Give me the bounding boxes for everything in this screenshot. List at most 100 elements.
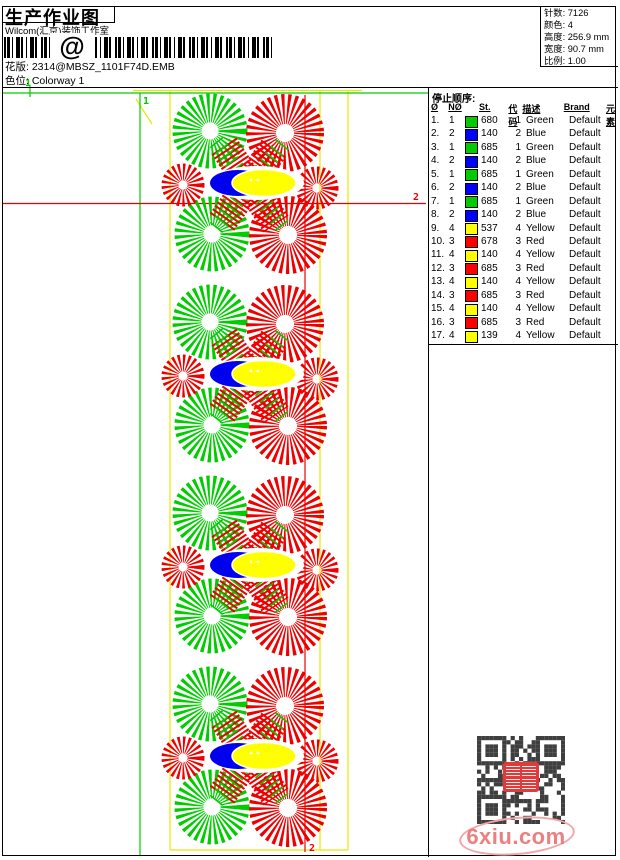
stop-sequence-panel: 停止顺序: Ø NØ St. 代码 描述 Brand 元素 1. 1 680 1 Gre… [428,88,618,345]
cell-brand: Default [569,249,601,261]
cell-st: 537 [481,222,498,234]
cell-desc: Blue [526,128,547,140]
cell-n: 2 [449,155,455,167]
cell-st: 678 [481,235,498,247]
colorway-value: Colorway 1 [31,75,85,87]
cell-brand: Default [569,289,601,301]
header-separator [2,87,618,88]
cell-n: 2 [449,128,455,140]
cell-idx: 10. [431,235,445,247]
stop-row: 14. 3 685 3 Red Default [431,289,615,303]
cell-code: 1 [515,141,521,153]
cell-brand: Default [569,155,601,167]
stop-row: 15. 4 140 4 Yellow Default [431,302,615,316]
cell-idx: 8. [431,209,440,221]
stop-sequence-rows: 1. 1 680 1 Green Default 2. 2 140 2 Blue Default 3. 1… [431,114,615,343]
color-chip [465,235,481,249]
stop-row: 11. 4 140 4 Yellow Default [431,248,615,262]
cell-brand: Default [569,235,601,247]
cell-el [613,222,615,235]
cell-idx: 5. [431,168,440,180]
cell-brand: Default [569,303,601,315]
cell-desc: Yellow [526,222,555,234]
company-name: Wilcom(汇京)装饰工作室 [5,26,109,37]
cell-brand: Default [569,209,601,221]
stop-row: 7. 1 685 1 Green Default [431,195,615,209]
cell-idx: 12. [431,262,445,274]
col-header-needle: NØ [448,102,462,112]
cell-brand: Default [569,141,601,153]
cell-el [613,316,615,329]
cell-idx: 1. [431,115,440,126]
cell-el [613,235,615,248]
cell-brand: Default [569,182,601,194]
stop-row: 17. 4 139 4 Yellow Default [431,329,615,343]
barcode [4,37,272,58]
cell-desc: Yellow [526,330,555,341]
col-header-code: 代码 [508,104,518,127]
cell-brand: Default [569,262,601,274]
cell-st: 140 [481,128,498,140]
design-stats-box: 针数: 7126 颜色: 4 高度: 256.9 mm 宽度: 90.7 mm 比例: … [540,6,618,67]
cell-n: 1 [449,115,455,126]
cell-idx: 13. [431,276,445,288]
col-header-element: 元素 [605,104,615,127]
stat-row: 高度: 256.9 mm [544,32,610,42]
cell-n: 1 [449,195,455,207]
cell-desc: Yellow [526,276,555,288]
color-chip [465,302,481,316]
cell-idx: 17. [431,330,445,341]
cell-n: 3 [449,316,455,328]
cell-code: 3 [515,262,521,274]
stop-sequence-header: Ø NØ St. 代码 描述 Brand 元素 [431,102,615,128]
cell-desc: Green [526,168,554,180]
stat-row: 针数: 7126 [544,8,589,18]
stop-row: 1. 1 680 1 Green Default [431,114,615,128]
cell-idx: 6. [431,182,440,194]
design-file-line: 花版: 2314@MBSZ_1101F74D.EMB [5,59,175,74]
cell-brand: Default [569,168,601,180]
cell-desc: Yellow [526,303,555,315]
end-marker-label-2: 2 [309,843,315,854]
stop-row: 9. 4 537 4 Yellow Default [431,222,615,235]
col-header-desc: 描述 [522,104,541,114]
cell-el [613,302,615,315]
color-chip [465,141,481,155]
stat-row: 颜色: 4 [544,20,573,30]
cell-brand: Default [569,195,601,207]
cell-idx: 3. [431,141,440,153]
stop-row: 5. 1 685 1 Green Default [431,168,615,182]
cell-code: 4 [515,222,521,234]
cell-el [613,141,615,154]
cell-el [613,262,615,275]
cell-st: 140 [481,276,498,288]
cell-st: 139 [481,330,498,341]
color-chip [465,181,481,195]
cell-st: 685 [481,289,498,301]
cell-el [613,329,615,342]
cell-st: 685 [481,316,498,328]
cell-el [613,289,615,302]
color-chip [465,127,481,141]
cell-desc: Blue [526,209,547,221]
barcode-at-glyph: @ [50,33,94,60]
cell-n: 3 [449,235,455,247]
cell-brand: Default [569,115,601,126]
stop-row: 16. 3 685 3 Red Default [431,316,615,330]
cell-n: 3 [449,289,455,301]
cell-el [613,181,615,194]
cell-desc: Green [526,141,554,153]
cell-desc: Red [526,316,545,328]
cell-n: 3 [449,262,455,274]
cell-desc: Blue [526,155,547,167]
cell-st: 685 [481,262,498,274]
cell-el [613,154,615,167]
cell-n: 1 [449,141,455,153]
cell-idx: 4. [431,155,440,167]
cell-brand: Default [569,330,601,341]
cell-el [613,248,615,261]
stop-row: 8. 2 140 2 Blue Default [431,208,615,222]
cell-idx: 11. [431,249,445,261]
cell-code: 4 [515,276,521,288]
cell-code: 4 [515,330,521,341]
